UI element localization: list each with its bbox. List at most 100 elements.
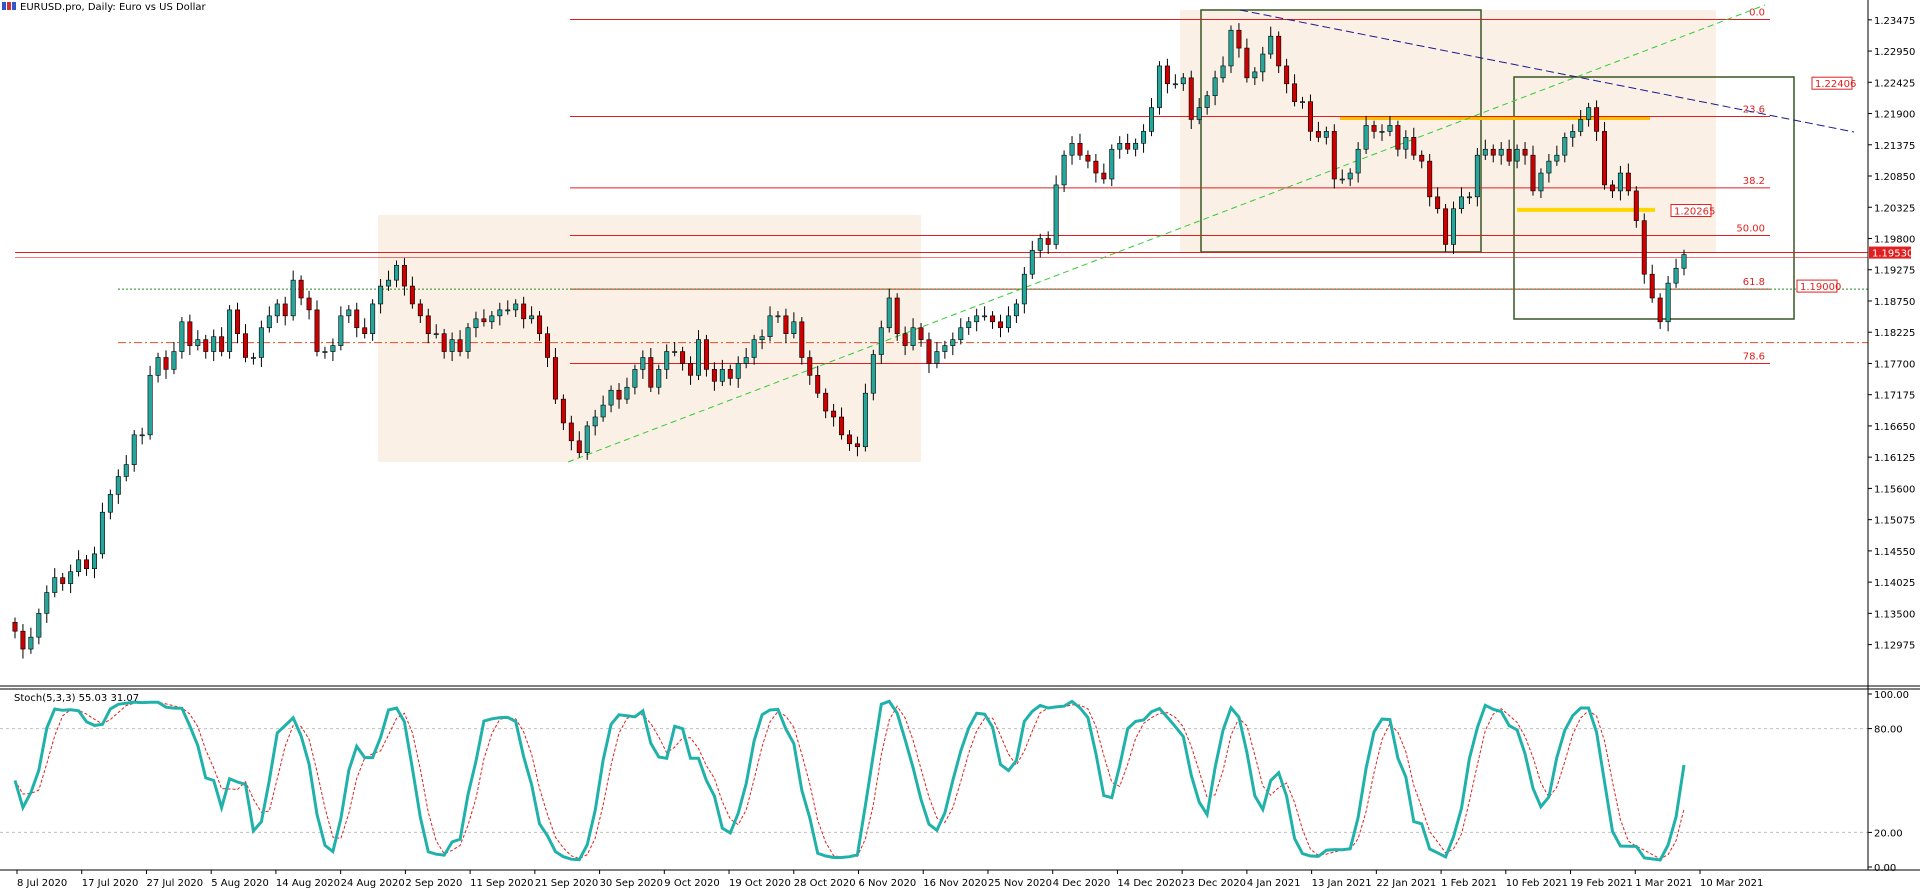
candle-bull [1681, 254, 1687, 269]
candle-bear [1522, 148, 1528, 156]
green-box-1 [1200, 9, 1482, 253]
candle-bear [990, 315, 996, 323]
candle-bear [799, 321, 805, 358]
candle-bull [147, 375, 153, 436]
candle-bull [44, 592, 50, 614]
candle-bull [1109, 148, 1115, 180]
candle-bull [719, 369, 725, 382]
candle-bear [1625, 172, 1631, 192]
candle-bear [306, 297, 312, 311]
candle-bull [934, 351, 940, 364]
candle-bull [513, 303, 519, 311]
candle-bull [1061, 154, 1067, 186]
candle-bull [1562, 137, 1568, 156]
candle-bear [1490, 148, 1496, 156]
price-tick-label: 1.14025 [1874, 578, 1915, 589]
candle-bull [1180, 77, 1186, 85]
candle-bull [465, 327, 471, 352]
candle-bull [966, 321, 972, 329]
candle-bear [1435, 196, 1441, 210]
fib-label-3: 50.00 [1736, 224, 1765, 235]
candle-bear [680, 351, 686, 364]
candle-bear [1602, 131, 1608, 186]
candle-bear [521, 303, 527, 320]
candle-bull [1260, 53, 1266, 73]
candle-bull [529, 315, 535, 320]
date-tick-label: 11 Sep 2020 [470, 878, 533, 889]
candle-bear [545, 333, 550, 358]
candle-bull [1617, 172, 1623, 192]
candle-bull [1474, 154, 1480, 198]
current-price-box [1869, 246, 1911, 259]
candle-bull [1538, 172, 1544, 192]
candle-bear [481, 318, 487, 323]
fib-label-1: 23.6 [1743, 105, 1765, 116]
candle-bear [918, 327, 924, 340]
candle-bear [409, 285, 415, 305]
candle-bull [274, 303, 280, 317]
candle-bull [91, 553, 97, 570]
candle-bull [743, 357, 749, 364]
candle-bull [1220, 65, 1226, 79]
price-box-0 [1811, 76, 1853, 90]
indicator-label: Stoch(5,3,3) 55.03 31.07 [14, 693, 139, 704]
date-tick-label: 22 Jan 2021 [1376, 878, 1436, 889]
candle-bear [187, 321, 193, 346]
stochastic-panel: 100.00 80.00 20.00 0.00 [0, 690, 1909, 874]
candle-bull [1212, 77, 1218, 96]
date-tick-label: 27 Jul 2020 [146, 878, 203, 889]
candle-bull [1379, 131, 1385, 133]
candle-bull [211, 336, 217, 352]
candle-bear [1125, 142, 1131, 150]
candle-bull [28, 636, 34, 650]
candle-bull [1498, 148, 1504, 156]
candle-bear [1609, 184, 1615, 192]
fib-label-4: 61.8 [1743, 277, 1765, 288]
stoch-tick-label: 80.00 [1874, 725, 1903, 736]
date-tick-label: 2 Sep 2020 [405, 878, 462, 889]
candle-bear [648, 357, 654, 388]
candle-bull [759, 336, 765, 340]
candle-bull [1665, 282, 1671, 323]
chart-icon [2, 2, 6, 10]
candle-bull [608, 389, 614, 406]
candle-bear [703, 339, 709, 370]
price-tick-label: 1.19800 [1874, 234, 1915, 245]
candle-bear [727, 369, 733, 379]
candle-bull [656, 369, 662, 388]
candle-bear [12, 621, 18, 632]
current-price-label: 1.19530 [1872, 249, 1913, 260]
candle-bear [1395, 125, 1401, 150]
candle-bear [441, 333, 447, 352]
candle-bull [767, 315, 773, 337]
date-tick-label: 4 Jan 2021 [1247, 878, 1301, 889]
candle-bull [1300, 101, 1305, 103]
date-tick-label: 14 Dec 2020 [1117, 878, 1181, 889]
date-tick-label: 4 Dec 2020 [1053, 878, 1111, 889]
candle-bear [235, 309, 241, 334]
candle-bull [346, 309, 352, 317]
fib-label-5: 78.6 [1743, 351, 1765, 362]
date-tick-label: 24 Aug 2020 [341, 878, 405, 889]
candle-bull [266, 315, 272, 329]
candle-bull [338, 315, 344, 346]
candle-bull [370, 303, 376, 334]
candle-bear [1649, 273, 1655, 299]
candle-bull [1172, 83, 1178, 86]
date-tick-label: 30 Sep 2020 [600, 878, 663, 889]
price-tick-label: 1.17700 [1874, 359, 1915, 370]
candle-bull [155, 357, 161, 376]
candle-bear [20, 630, 26, 650]
date-tick-label: 21 Sep 2020 [535, 878, 598, 889]
fib-label-0: 0.0 [1749, 8, 1765, 19]
candle-bull [640, 357, 646, 370]
price-tick-label: 1.12975 [1874, 641, 1915, 652]
candle-bull [76, 559, 82, 573]
date-tick-label: 17 Jul 2020 [82, 878, 139, 889]
candle-bear [1633, 190, 1639, 221]
candle-bear [807, 357, 813, 376]
candle-bear [1164, 65, 1170, 85]
candle-bull [696, 339, 701, 376]
